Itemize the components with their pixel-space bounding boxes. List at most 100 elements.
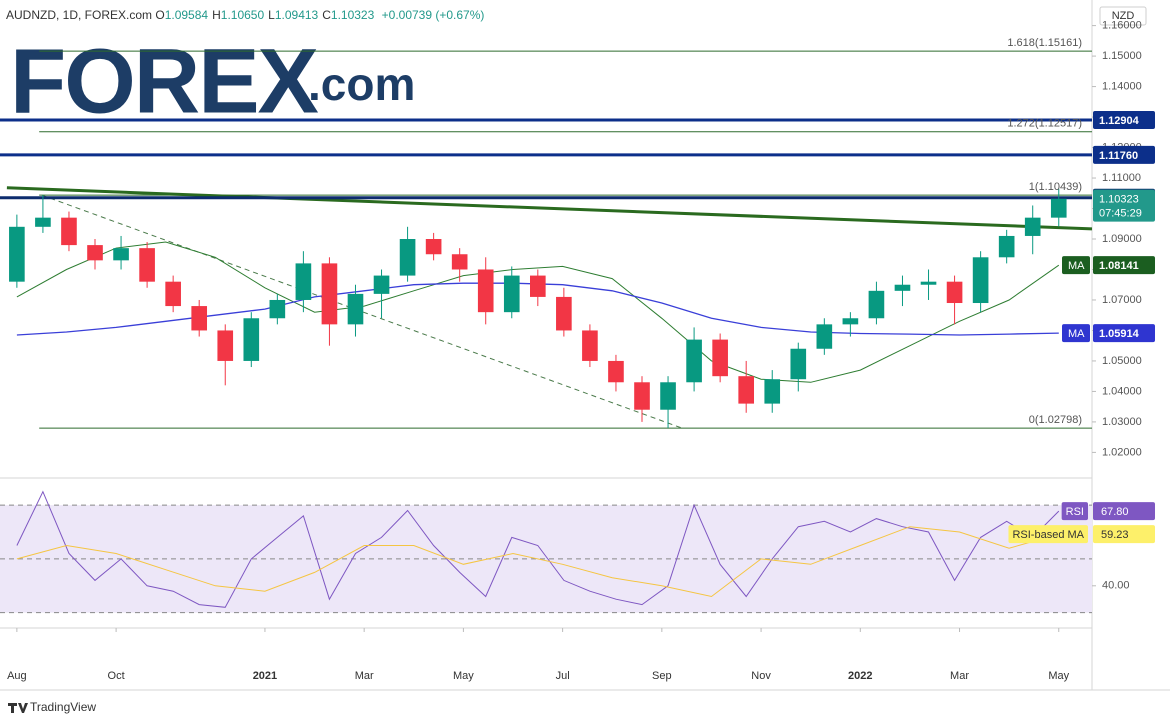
header: AUDNZD, 1D, FOREX.com O1.09584 H1.10650 L1… — [6, 8, 484, 22]
candle-body — [842, 318, 859, 325]
candle-body — [451, 254, 468, 270]
x-tick-label: Mar — [355, 670, 374, 682]
candle-body — [9, 226, 25, 282]
candle-body — [712, 339, 728, 377]
y-tick-label: 1.15000 — [1102, 50, 1142, 62]
fib-label: 1.272(1.12517) — [1007, 118, 1082, 130]
candle-body — [529, 275, 546, 297]
y-tick-label: 1.02000 — [1102, 446, 1142, 458]
candle-body — [608, 360, 624, 383]
currency: NZD — [1112, 10, 1135, 22]
y-tick-label: 1.05000 — [1102, 355, 1142, 367]
logo-main: FOREX — [10, 30, 319, 132]
x-tick-label: Jul — [556, 670, 570, 682]
candle-body — [139, 248, 155, 282]
candle-body — [243, 318, 260, 361]
rsi-name-box — [1061, 502, 1088, 521]
price-pane — [0, 50, 1092, 429]
candle-body — [634, 382, 650, 410]
level-box — [1093, 145, 1155, 164]
candle-body — [582, 330, 598, 361]
ohlc-value: 1.09413 — [274, 8, 319, 22]
candle-body — [35, 217, 51, 227]
candle-body — [165, 281, 181, 307]
footer-brand: TradingView — [30, 700, 96, 714]
change: +0.00739 (+0.67%) — [381, 8, 485, 22]
y-tick-label: 1.16000 — [1102, 20, 1142, 32]
level-label: 1.12904 — [1099, 115, 1140, 127]
candle-body — [191, 306, 208, 331]
countdown: 07:45:29 — [1099, 208, 1142, 220]
ma-label: 1.08141 — [1099, 260, 1139, 272]
candle-body — [321, 263, 338, 325]
y-tick-label: 1.14000 — [1102, 80, 1142, 92]
x-tick-label: Mar — [950, 670, 969, 682]
x-tick-label: May — [453, 670, 474, 682]
candle-body — [1050, 198, 1067, 218]
rsi-name: RSI-based MA — [1012, 529, 1084, 541]
rsi-value: 59.23 — [1101, 529, 1129, 541]
candle-body — [816, 324, 833, 349]
currency-box — [1099, 6, 1147, 26]
level-label: 1.11760 — [1099, 150, 1138, 162]
current-price-box — [1093, 189, 1155, 222]
logo: FOREX .com — [10, 30, 415, 132]
candle-body — [972, 257, 989, 304]
x-tick-label: 2022 — [848, 670, 872, 682]
rsi-value: 67.80 — [1101, 506, 1129, 518]
candle-body — [113, 248, 129, 261]
fib-label: 1.618(1.15161) — [1007, 37, 1082, 49]
y-tick-label: 1.11000 — [1102, 172, 1141, 184]
candle-body — [556, 296, 572, 331]
candle-body — [686, 339, 702, 383]
ma-box — [1093, 324, 1155, 343]
candle-body — [503, 275, 520, 313]
candle-body — [295, 263, 312, 300]
rsi-name: RSI — [1066, 506, 1084, 518]
ma-box — [1093, 256, 1155, 275]
candle-body — [1024, 217, 1041, 236]
moving-average — [16, 241, 1060, 383]
candle-body — [946, 281, 963, 304]
y-tick-label: 1.07000 — [1102, 294, 1142, 306]
fib-label: 1(1.10439) — [1029, 181, 1082, 193]
ohlc: O1.09584 H1.10650 L1.09413 C1.10323 — [155, 8, 378, 22]
candle-body — [894, 284, 911, 291]
fib-label: 0(1.02798) — [1029, 414, 1082, 426]
rsi-line — [16, 490, 1060, 608]
candle-body — [477, 269, 494, 313]
x-tick-label: Oct — [108, 670, 125, 682]
x-tick-label: May — [1048, 670, 1069, 682]
rsi-tick-label: 40.00 — [1102, 580, 1130, 592]
ohlc-label: O — [155, 8, 165, 22]
candle-body — [920, 281, 937, 285]
candle-body — [660, 382, 676, 410]
x-tick-label: Aug — [7, 670, 27, 682]
rsi-name-box — [1008, 525, 1088, 544]
x-tick-label: Nov — [751, 670, 771, 682]
logo-suffix: .com — [308, 58, 415, 110]
candle-body — [87, 245, 103, 261]
candle-body — [373, 275, 390, 294]
candle-body — [269, 299, 286, 319]
y-tick-label: 1.04000 — [1102, 385, 1142, 397]
candle-body — [217, 330, 234, 361]
candle-body — [868, 290, 885, 319]
rsi-value-box — [1093, 502, 1155, 521]
candle-body — [399, 239, 416, 276]
candle-body — [790, 348, 807, 380]
candle-body — [61, 217, 77, 246]
footer-icon — [8, 703, 28, 713]
ohlc-value: 1.10323 — [330, 8, 375, 22]
y-tick-label: 1.03000 — [1102, 416, 1142, 428]
rsi-value-box — [1093, 525, 1155, 544]
candle-body — [998, 235, 1015, 258]
ohlc-value: 1.09584 — [164, 8, 209, 22]
y-tick-label: 1.09000 — [1102, 233, 1142, 245]
symbol: AUDNZD, 1D, FOREX.com — [6, 8, 153, 22]
candle-body — [425, 239, 442, 255]
trendline — [6, 186, 1092, 231]
rsi-line — [16, 526, 1059, 598]
